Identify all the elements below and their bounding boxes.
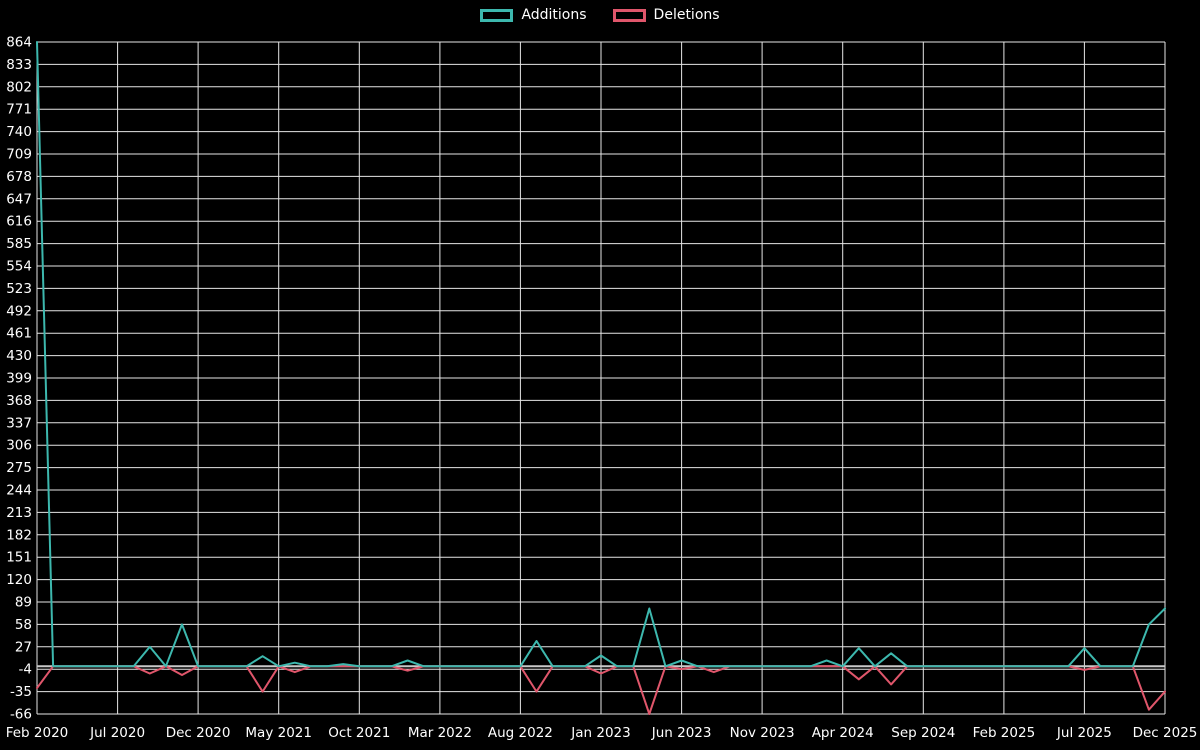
y-axis-tick-label: 213 [6,505,32,521]
y-axis-tick-label: 461 [6,326,32,342]
legend-item-additions[interactable]: Additions [480,7,587,23]
x-axis-tick-label: Oct 2021 [328,725,390,741]
y-axis-tick-label: 740 [6,124,32,140]
y-axis-tick-label: 89 [15,595,32,611]
x-axis-tick-label: Aug 2022 [488,725,553,741]
additions-line [36,41,1166,668]
y-axis-tick-label: 678 [6,169,32,185]
y-axis-tick-label: 368 [6,393,32,409]
x-axis-tick-label: Jan 2023 [570,725,630,741]
additions-color-swatch-icon [480,8,514,22]
y-axis-tick-label: 554 [6,259,32,275]
x-axis-tick-label: Jul 2020 [89,725,145,741]
x-axis-tick-label: Dec 2025 [1133,725,1198,741]
y-axis-tick-label: 523 [6,281,32,297]
x-axis-tick-label: Feb 2025 [973,725,1036,741]
y-axis-tick-label: 771 [6,102,32,118]
y-axis-tick-label: 306 [6,438,32,454]
y-axis-tick-label: 151 [6,550,32,566]
y-axis-tick-label: -35 [10,684,32,700]
y-axis-tick-label: 182 [6,527,32,543]
deletions-color-swatch-icon [612,8,646,22]
y-axis-tick-label: 864 [6,35,32,51]
y-axis-tick-label: -4 [19,662,32,678]
y-axis-tick-label: 399 [6,371,32,387]
y-axis-tick-label: 802 [6,79,32,95]
legend-label-additions: Additions [521,7,587,23]
y-axis-tick-label: 647 [6,191,32,207]
y-axis-tick-label: 585 [6,236,32,252]
y-axis-tick-label: 616 [6,214,32,230]
x-axis-tick-label: Jul 2025 [1056,725,1112,741]
x-axis-tick-label: Nov 2023 [730,725,795,741]
x-axis-tick-label: Feb 2020 [6,725,69,741]
y-axis-tick-label: 27 [15,639,32,655]
chart-legend: Additions Deletions [0,8,1200,22]
y-axis-tick-label: 833 [6,57,32,73]
x-axis-tick-label: May 2021 [245,725,312,741]
x-axis-tick-label: Apr 2024 [812,725,874,741]
y-axis-tick-label: -66 [10,707,32,723]
y-axis-tick-label: 430 [6,348,32,364]
y-axis-tick-label: 275 [6,460,32,476]
y-axis-tick-label: 709 [6,147,32,163]
y-axis-tick-label: 120 [6,572,32,588]
legend-item-deletions[interactable]: Deletions [612,7,720,23]
x-axis-tick-label: Mar 2022 [408,725,472,741]
x-axis-tick-label: Jun 2023 [651,725,712,741]
x-axis-tick-label: Sep 2024 [891,725,955,741]
y-axis-tick-label: 492 [6,303,32,319]
y-axis-tick-label: 58 [15,617,32,633]
y-axis-tick-label: 244 [6,483,32,499]
legend-label-deletions: Deletions [653,7,720,23]
y-axis-tick-label: 337 [6,415,32,431]
x-axis-tick-label: Dec 2020 [166,725,231,741]
